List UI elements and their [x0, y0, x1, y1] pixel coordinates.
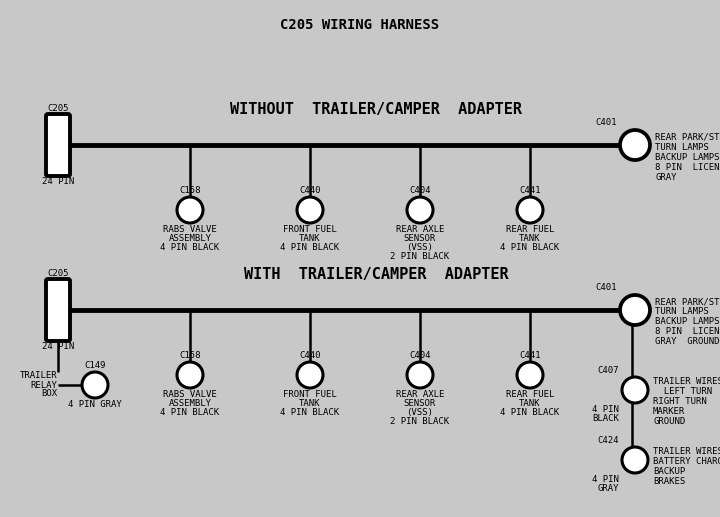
Text: C407: C407	[598, 366, 619, 375]
Text: C424: C424	[598, 436, 619, 445]
FancyBboxPatch shape	[46, 279, 70, 341]
Text: C404: C404	[409, 351, 431, 360]
Text: REAR AXLE: REAR AXLE	[396, 225, 444, 234]
Text: RIGHT TURN: RIGHT TURN	[653, 398, 707, 406]
Text: C205: C205	[48, 104, 68, 113]
Text: TRAILER WIRES: TRAILER WIRES	[653, 377, 720, 387]
Text: 8 PIN  LICENSE LAMPS: 8 PIN LICENSE LAMPS	[655, 162, 720, 172]
Circle shape	[517, 362, 543, 388]
Circle shape	[297, 362, 323, 388]
Circle shape	[517, 197, 543, 223]
Circle shape	[407, 197, 433, 223]
Circle shape	[177, 197, 203, 223]
Text: 24 PIN: 24 PIN	[42, 342, 74, 351]
Text: RABS VALVE: RABS VALVE	[163, 390, 217, 399]
FancyBboxPatch shape	[46, 114, 70, 176]
Text: REAR PARK/STOP: REAR PARK/STOP	[655, 132, 720, 142]
Circle shape	[620, 295, 650, 325]
Text: BOX: BOX	[41, 389, 57, 399]
Text: TRAILER WIRES: TRAILER WIRES	[653, 448, 720, 457]
Text: C441: C441	[519, 186, 541, 195]
Text: BLACK: BLACK	[592, 414, 619, 423]
Text: 2 PIN BLACK: 2 PIN BLACK	[390, 417, 449, 426]
Text: 4 PIN BLACK: 4 PIN BLACK	[280, 243, 340, 252]
Text: 4 PIN: 4 PIN	[592, 405, 619, 414]
Text: C158: C158	[179, 351, 201, 360]
Text: FRONT FUEL: FRONT FUEL	[283, 225, 337, 234]
Text: ASSEMBLY: ASSEMBLY	[168, 234, 212, 243]
Text: 24 PIN: 24 PIN	[42, 177, 74, 186]
Text: C440: C440	[300, 351, 320, 360]
Text: (VSS): (VSS)	[407, 408, 433, 417]
Text: TRAILER: TRAILER	[19, 372, 57, 381]
Text: GROUND: GROUND	[653, 418, 685, 427]
Text: BRAKES: BRAKES	[653, 478, 685, 486]
Text: REAR FUEL: REAR FUEL	[506, 390, 554, 399]
Circle shape	[622, 447, 648, 473]
Text: MARKER: MARKER	[653, 407, 685, 417]
Text: 4 PIN: 4 PIN	[592, 475, 619, 484]
Text: C404: C404	[409, 186, 431, 195]
Text: 2 PIN BLACK: 2 PIN BLACK	[390, 252, 449, 261]
Text: 4 PIN BLACK: 4 PIN BLACK	[280, 408, 340, 417]
Text: TANK: TANK	[300, 234, 320, 243]
Text: LEFT TURN: LEFT TURN	[653, 388, 712, 397]
Text: BACKUP LAMPS: BACKUP LAMPS	[655, 317, 719, 327]
Text: GRAY  GROUND: GRAY GROUND	[655, 338, 719, 346]
Text: WITH  TRAILER/CAMPER  ADAPTER: WITH TRAILER/CAMPER ADAPTER	[243, 267, 508, 282]
Text: GRAY: GRAY	[655, 173, 677, 181]
Text: RELAY: RELAY	[30, 381, 57, 389]
Text: C440: C440	[300, 186, 320, 195]
Text: SENSOR: SENSOR	[404, 399, 436, 408]
Text: SENSOR: SENSOR	[404, 234, 436, 243]
Text: GRAY: GRAY	[598, 484, 619, 493]
Text: (VSS): (VSS)	[407, 243, 433, 252]
Text: C205 WIRING HARNESS: C205 WIRING HARNESS	[280, 18, 440, 32]
Text: BATTERY CHARGE: BATTERY CHARGE	[653, 458, 720, 466]
Text: REAR FUEL: REAR FUEL	[506, 225, 554, 234]
Text: TANK: TANK	[519, 399, 541, 408]
Text: TURN LAMPS: TURN LAMPS	[655, 308, 708, 316]
Text: BACKUP: BACKUP	[653, 467, 685, 477]
Text: C401: C401	[595, 118, 617, 127]
Circle shape	[82, 372, 108, 398]
Text: 4 PIN BLACK: 4 PIN BLACK	[161, 243, 220, 252]
Text: TANK: TANK	[519, 234, 541, 243]
Text: TURN LAMPS: TURN LAMPS	[655, 143, 708, 151]
Text: REAR PARK/STOP: REAR PARK/STOP	[655, 297, 720, 307]
Circle shape	[297, 197, 323, 223]
Circle shape	[407, 362, 433, 388]
Circle shape	[620, 130, 650, 160]
Text: 4 PIN BLACK: 4 PIN BLACK	[500, 408, 559, 417]
Text: C149: C149	[84, 361, 106, 370]
Text: C401: C401	[595, 283, 617, 292]
Circle shape	[177, 362, 203, 388]
Text: BACKUP LAMPS: BACKUP LAMPS	[655, 153, 719, 161]
Text: REAR AXLE: REAR AXLE	[396, 390, 444, 399]
Text: C441: C441	[519, 351, 541, 360]
Circle shape	[622, 377, 648, 403]
Text: 8 PIN  LICENSE LAMPS: 8 PIN LICENSE LAMPS	[655, 327, 720, 337]
Text: C158: C158	[179, 186, 201, 195]
Text: 4 PIN GRAY: 4 PIN GRAY	[68, 400, 122, 409]
Text: TANK: TANK	[300, 399, 320, 408]
Text: RABS VALVE: RABS VALVE	[163, 225, 217, 234]
Text: 4 PIN BLACK: 4 PIN BLACK	[161, 408, 220, 417]
Text: WITHOUT  TRAILER/CAMPER  ADAPTER: WITHOUT TRAILER/CAMPER ADAPTER	[230, 102, 522, 117]
Text: 4 PIN BLACK: 4 PIN BLACK	[500, 243, 559, 252]
Text: C205: C205	[48, 269, 68, 278]
Text: FRONT FUEL: FRONT FUEL	[283, 390, 337, 399]
Text: ASSEMBLY: ASSEMBLY	[168, 399, 212, 408]
